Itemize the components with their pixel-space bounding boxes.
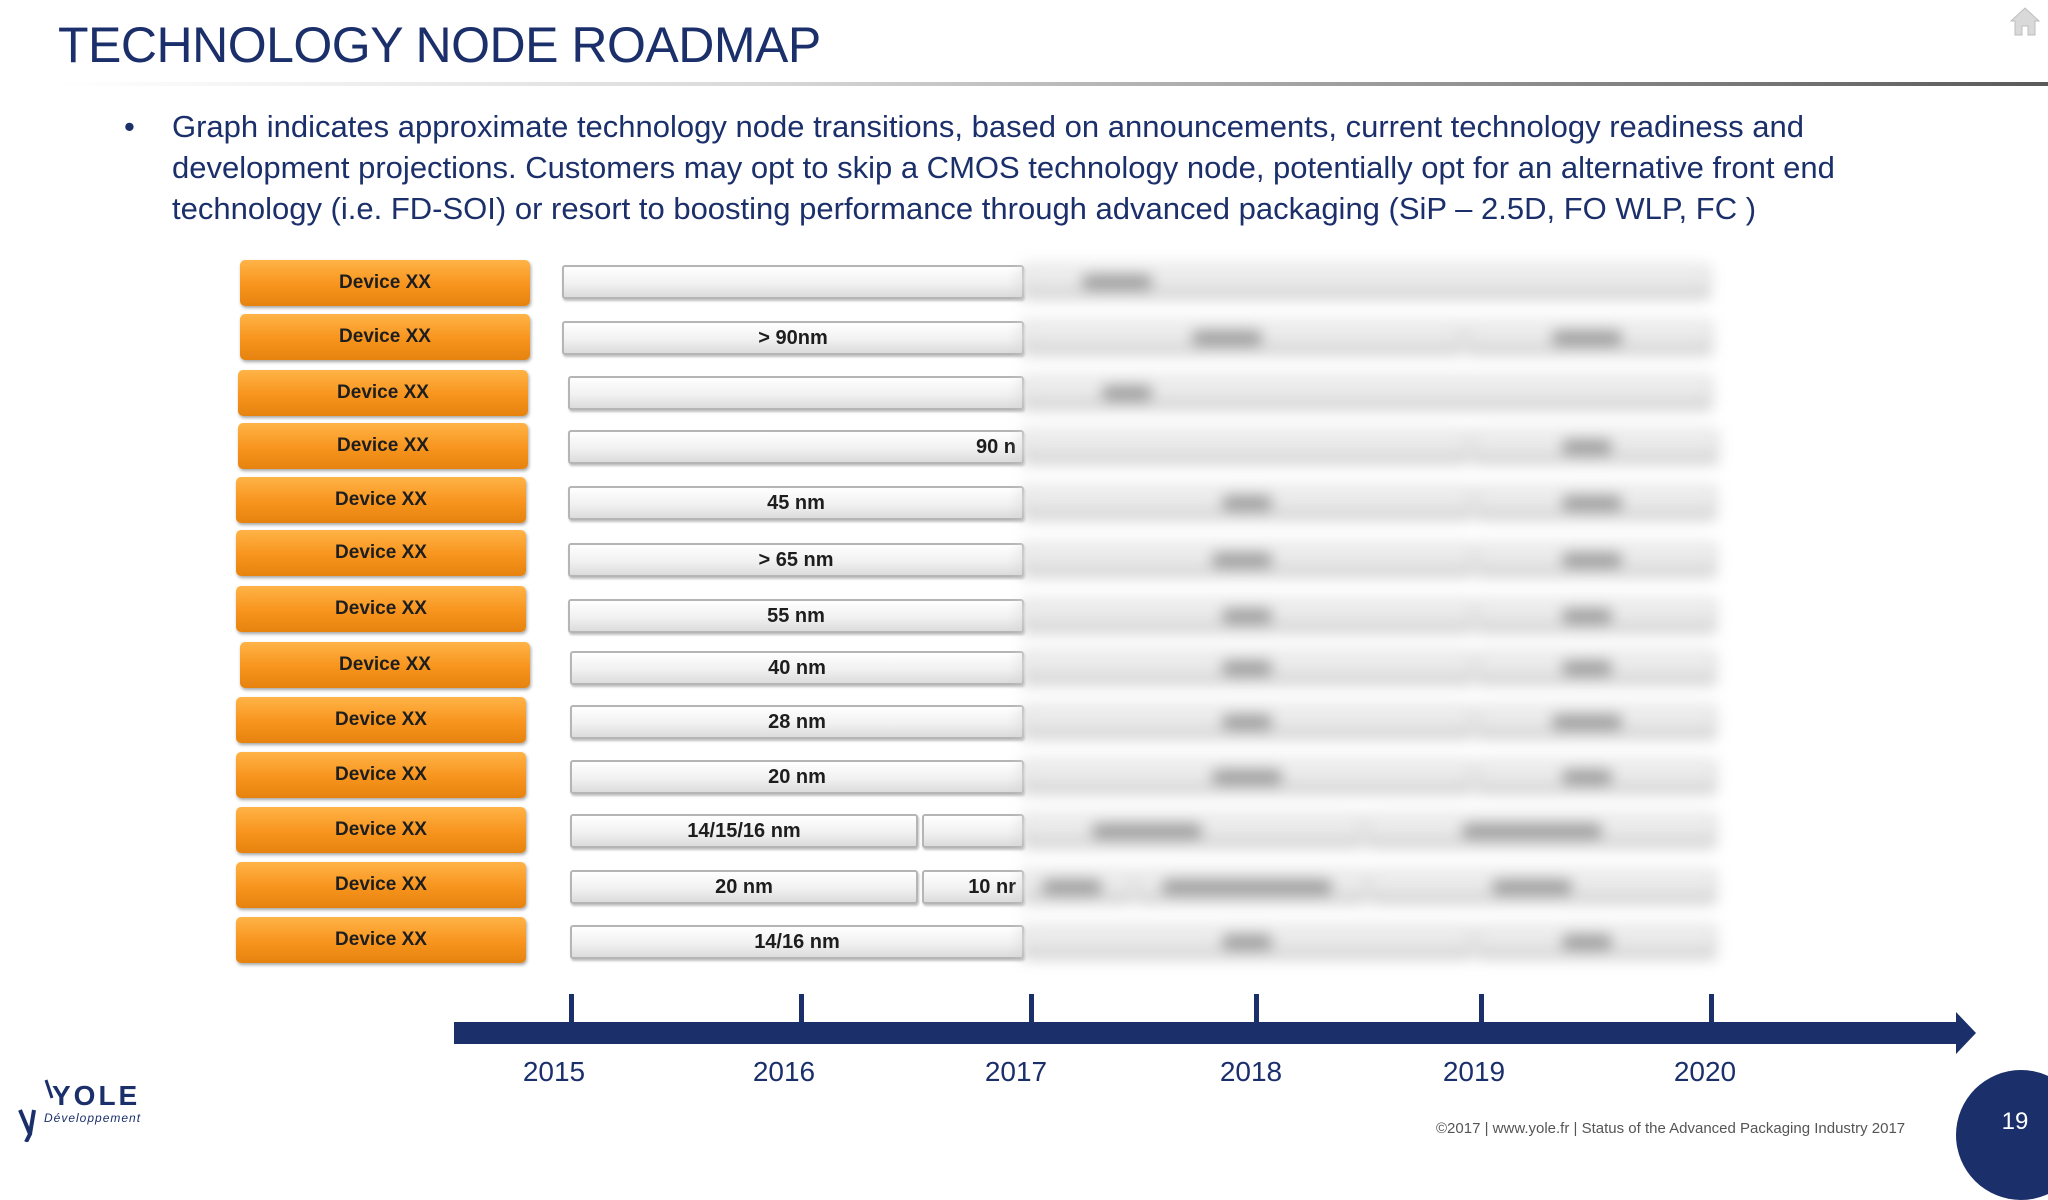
device-button: Device XX <box>238 370 528 416</box>
page-number: 19 <box>2001 1108 2029 1135</box>
device-button: Device XX <box>236 862 526 908</box>
bullet-marker: • <box>124 109 135 144</box>
timeline-tick <box>1479 994 1484 1028</box>
node-bar <box>562 265 1024 299</box>
title-divider <box>58 82 2048 86</box>
device-button: Device XX <box>236 807 526 853</box>
year-label-2019: 2019 <box>1442 1056 1506 1087</box>
timeline-arrowhead <box>1956 1012 1976 1054</box>
device-button: Device XX <box>240 642 530 688</box>
node-bar: 90 n <box>568 430 1024 464</box>
year-label-2017: 2017 <box>984 1056 1048 1087</box>
node-bar: 14/16 nm <box>570 925 1024 959</box>
timeline-tick <box>1254 994 1259 1028</box>
home-icon[interactable] <box>2008 4 2042 38</box>
node-bar: 20 nm <box>570 760 1024 794</box>
device-button: Device XX <box>236 917 526 963</box>
node-bar: 55 nm <box>568 599 1024 633</box>
node-bar: 10 nr <box>922 870 1024 904</box>
device-button: Device XX <box>236 477 526 523</box>
year-label-2015: 2015 <box>522 1056 586 1087</box>
node-bar <box>922 814 1024 848</box>
timeline-tick <box>1709 994 1714 1028</box>
node-bar <box>568 376 1024 410</box>
device-button: Device XX <box>236 530 526 576</box>
node-bar: > 65 nm <box>568 543 1024 577</box>
page-title: TECHNOLOGY NODE ROADMAP <box>58 17 821 73</box>
timeline-axis <box>454 1022 1964 1044</box>
year-label-2020: 2020 <box>1673 1056 1737 1087</box>
yole-logo <box>18 1079 54 1142</box>
year-label-2016: 2016 <box>752 1056 816 1087</box>
node-bar: 28 nm <box>570 705 1024 739</box>
node-bar: 20 nm <box>570 870 918 904</box>
node-bar: 40 nm <box>570 651 1024 685</box>
node-bar: 14/15/16 nm <box>570 814 918 848</box>
device-button: Device XX <box>236 586 526 632</box>
logo-subtitle: Développement <box>44 1111 142 1125</box>
device-button: Device XX <box>236 752 526 798</box>
device-button: Device XX <box>236 697 526 743</box>
logo-wordmark: YOLE <box>52 1080 141 1111</box>
year-label-2018: 2018 <box>1219 1056 1283 1087</box>
timeline-tick <box>799 994 804 1028</box>
timeline-tick <box>1029 994 1034 1028</box>
device-button: Device XX <box>240 314 530 360</box>
node-bar: > 90nm <box>562 321 1024 355</box>
timeline-tick <box>569 994 574 1028</box>
device-button: Device XX <box>238 423 528 469</box>
node-bar: 45 nm <box>568 486 1024 520</box>
blurred-roadmap-region <box>1022 256 1722 968</box>
device-button: Device XX <box>240 260 530 306</box>
footer-copyright: ©2017 | www.yole.fr | Status of the Adva… <box>1436 1120 1906 1137</box>
bullet-paragraph: Graph indicates approximate technology n… <box>172 109 1835 226</box>
